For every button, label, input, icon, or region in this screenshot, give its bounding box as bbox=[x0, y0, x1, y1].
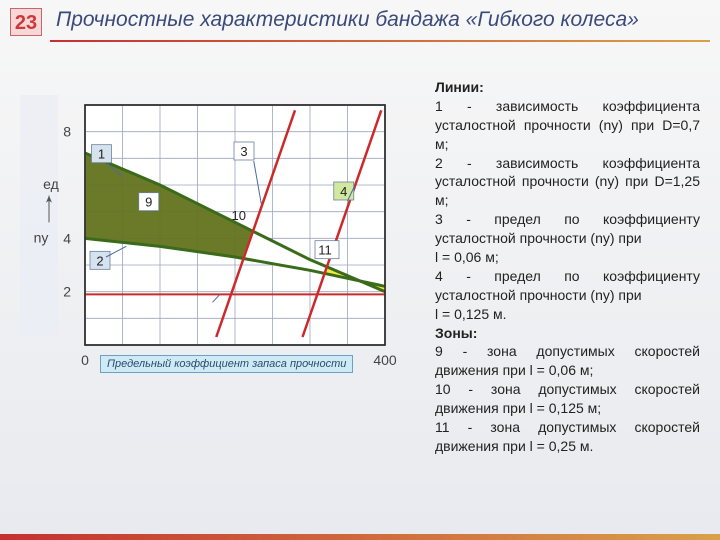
svg-text:8: 8 bbox=[63, 124, 71, 140]
legend-heading-zones: Зоны: bbox=[435, 325, 477, 341]
legend-line: 2 - зависимость коэффициента усталостной… bbox=[435, 155, 700, 209]
svg-text:11: 11 bbox=[318, 243, 332, 258]
legend-zone: 9 - зона допустимых скоростей движения п… bbox=[435, 343, 700, 378]
svg-text:9: 9 bbox=[145, 195, 152, 210]
legend-line: l = 0,06 м; bbox=[435, 249, 499, 265]
legend-line: 3 - предел по коэффициенту усталостной п… bbox=[435, 211, 700, 246]
page-number: 23 bbox=[10, 8, 42, 36]
svg-text:4: 4 bbox=[340, 184, 347, 199]
svg-text:2: 2 bbox=[63, 284, 71, 300]
legend-line: 4 - предел по коэффициенту усталостной п… bbox=[435, 268, 700, 303]
svg-text:10: 10 bbox=[232, 208, 246, 223]
svg-text:3: 3 bbox=[240, 144, 247, 159]
chart-caption: Предельный коэффициент запаса прочности bbox=[100, 355, 353, 373]
legend-heading-lines: Линии: bbox=[435, 79, 484, 95]
title-underline bbox=[50, 40, 710, 42]
legend-line: l = 0,125 м. bbox=[435, 306, 507, 322]
legend-line: 1 - зависимость коэффициента усталостной… bbox=[435, 98, 700, 152]
svg-text:4: 4 bbox=[63, 230, 71, 246]
footer-bar bbox=[0, 534, 720, 540]
svg-text:400: 400 bbox=[373, 352, 397, 368]
chart-svg: 0100200300400км/ч248едnу123491011 bbox=[30, 95, 410, 425]
svg-text:0: 0 bbox=[81, 352, 89, 368]
svg-text:2: 2 bbox=[96, 253, 103, 268]
svg-text:1: 1 bbox=[98, 147, 105, 162]
page-title: Прочностные характеристики бандажа «Гибк… bbox=[56, 8, 696, 32]
legend-text: Линии: 1 - зависимость коэффициента уста… bbox=[435, 78, 700, 456]
svg-text:nу: nу bbox=[34, 229, 49, 245]
legend-zone: 10 - зона допустимых скоростей движения … bbox=[435, 381, 700, 416]
legend-zone: 11 - зона допустимых скоростей движения … bbox=[435, 419, 700, 454]
svg-text:ед: ед bbox=[43, 176, 59, 192]
chart: 0100200300400км/ч248едnу123491011 Предел… bbox=[30, 95, 410, 425]
